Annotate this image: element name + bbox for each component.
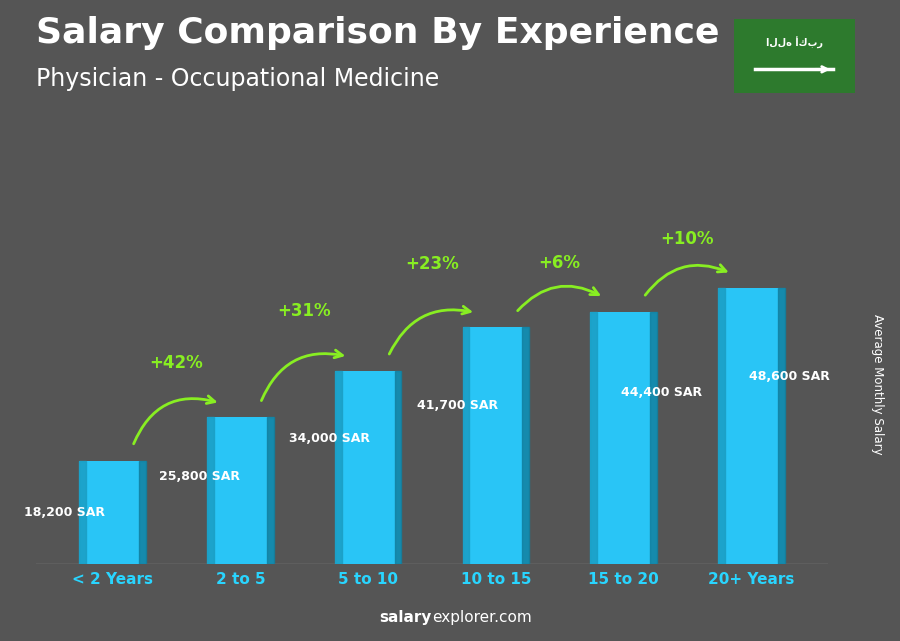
Bar [463,327,529,564]
FancyArrowPatch shape [261,350,342,401]
Bar [207,417,274,564]
Bar [590,312,597,564]
Bar [522,327,529,564]
FancyArrowPatch shape [133,396,215,444]
Text: +6%: +6% [539,254,580,272]
Bar [463,327,469,564]
Text: 25,800 SAR: 25,800 SAR [159,470,240,483]
Text: 34,000 SAR: 34,000 SAR [289,432,370,445]
Text: الله أكبر: الله أكبر [766,37,823,49]
Text: 18,200 SAR: 18,200 SAR [23,506,104,519]
Bar [79,461,146,564]
Text: 48,600 SAR: 48,600 SAR [749,370,830,383]
FancyArrowPatch shape [518,286,599,311]
Bar [207,417,214,564]
Bar [590,312,657,564]
Bar [650,312,657,564]
Text: 44,400 SAR: 44,400 SAR [621,386,703,399]
FancyArrowPatch shape [390,306,470,354]
Text: salary: salary [380,610,432,625]
Text: Salary Comparison By Experience: Salary Comparison By Experience [36,16,719,50]
Text: Average Monthly Salary: Average Monthly Salary [871,314,884,455]
Bar [778,288,785,564]
Bar [335,370,401,564]
Text: +10%: +10% [661,230,715,248]
Bar [718,288,724,564]
Text: 41,700 SAR: 41,700 SAR [417,399,498,412]
Bar [395,370,401,564]
Bar [79,461,86,564]
Text: +23%: +23% [405,255,459,273]
Text: explorer.com: explorer.com [432,610,532,625]
Text: +31%: +31% [277,301,331,320]
Bar [335,370,342,564]
FancyArrowPatch shape [645,265,726,295]
Text: +42%: +42% [149,354,203,372]
Text: Physician - Occupational Medicine: Physician - Occupational Medicine [36,67,439,91]
Bar [718,288,785,564]
Bar [267,417,274,564]
Bar [140,461,146,564]
